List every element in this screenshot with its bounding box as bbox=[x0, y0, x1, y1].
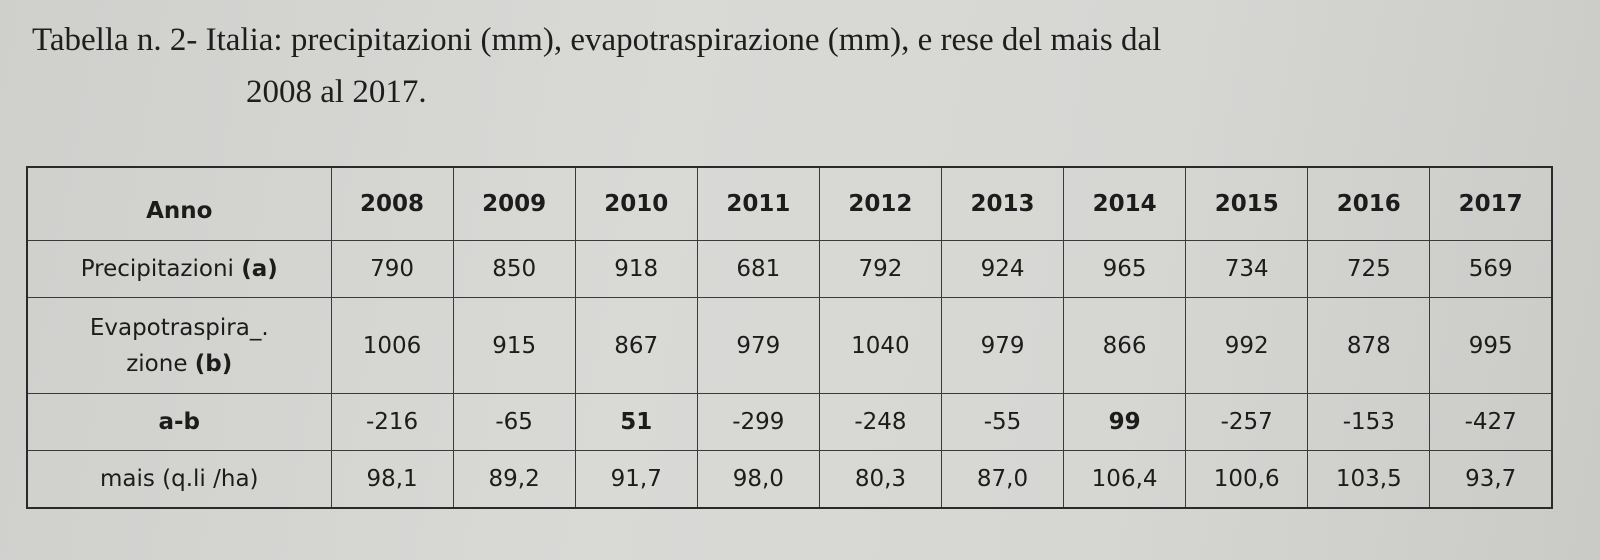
value-cell: 992 bbox=[1185, 297, 1309, 394]
year-cell: 2011 bbox=[696, 166, 820, 241]
row-label-cell: a-b bbox=[26, 393, 332, 451]
year-cell: 2017 bbox=[1429, 166, 1553, 241]
year-cell: 2013 bbox=[940, 166, 1065, 241]
table-row-a-minus-b: a-b -216 -65 51 -299 -248 -55 99 -257 -1… bbox=[26, 393, 1553, 451]
year-cell: 2016 bbox=[1307, 166, 1431, 241]
value-cell: 924 bbox=[940, 240, 1065, 298]
value-cell: 103,5 bbox=[1307, 450, 1431, 509]
value-cell: -299 bbox=[696, 393, 820, 451]
value-cell: 106,4 bbox=[1063, 450, 1187, 509]
year-cell: 2014 bbox=[1063, 166, 1187, 241]
header-label-cell: Anno bbox=[26, 166, 332, 241]
row-label-text: Precipitazioni bbox=[80, 256, 234, 282]
value-cell: 878 bbox=[1307, 297, 1431, 394]
value-cell: -427 bbox=[1429, 393, 1553, 451]
value-cell: 979 bbox=[940, 297, 1065, 394]
value-cell: 850 bbox=[452, 240, 576, 298]
value-cell-highlighted: 99 bbox=[1063, 393, 1187, 451]
value-cell: 915 bbox=[452, 297, 576, 394]
table-row-mais: mais (q.li /ha) 98,1 89,2 91,7 98,0 80,3… bbox=[26, 450, 1553, 509]
row-label-line-1: Evapotraspira_. bbox=[89, 314, 269, 341]
value-cell: 965 bbox=[1063, 240, 1187, 298]
value-cell: 725 bbox=[1307, 240, 1431, 298]
table-row-evapotraspirazione: Evapotraspira_. zione (b) 1006 915 867 9… bbox=[26, 297, 1553, 394]
year-cell: 2010 bbox=[574, 166, 698, 241]
value-cell: -55 bbox=[940, 393, 1065, 451]
value-cell: 918 bbox=[574, 240, 698, 298]
row-label-marker: (a) bbox=[241, 256, 278, 282]
year-cell: 2012 bbox=[818, 166, 942, 241]
value-cell: 790 bbox=[330, 240, 454, 298]
value-cell: 93,7 bbox=[1429, 450, 1553, 509]
value-cell-highlighted: 51 bbox=[574, 393, 698, 451]
value-cell: 1040 bbox=[818, 297, 942, 394]
value-cell: 87,0 bbox=[940, 450, 1065, 509]
value-cell: 100,6 bbox=[1185, 450, 1309, 509]
row-label-cell: mais (q.li /ha) bbox=[26, 450, 332, 509]
value-cell: -216 bbox=[330, 393, 454, 451]
caption-line-2: 2008 al 2017. bbox=[246, 74, 427, 110]
row-label-cell: Evapotraspira_. zione (b) bbox=[26, 297, 332, 394]
value-cell: 89,2 bbox=[452, 450, 576, 509]
value-cell: 867 bbox=[574, 297, 698, 394]
value-cell: 98,1 bbox=[330, 450, 454, 509]
table-caption: Tabella n. 2- Italia: precipitazioni (mm… bbox=[32, 14, 1552, 118]
value-cell: 80,3 bbox=[818, 450, 942, 509]
value-cell: 569 bbox=[1429, 240, 1553, 298]
year-cell: 2008 bbox=[330, 166, 454, 241]
row-label-text: zione bbox=[126, 350, 188, 377]
value-cell: -65 bbox=[452, 393, 576, 451]
header-row: Anno 2008 2009 2010 2011 2012 2013 2014 … bbox=[26, 166, 1553, 241]
value-cell: 91,7 bbox=[574, 450, 698, 509]
row-label-cell: Precipitazioni (a) bbox=[26, 240, 332, 298]
value-cell: 734 bbox=[1185, 240, 1309, 298]
value-cell: 98,0 bbox=[696, 450, 820, 509]
table-row-precipitazioni: Precipitazioni (a) 790 850 918 681 792 9… bbox=[26, 240, 1553, 298]
year-cell: 2015 bbox=[1185, 166, 1309, 241]
caption-line-1: Tabella n. 2- Italia: precipitazioni (mm… bbox=[32, 22, 1162, 58]
value-cell: -153 bbox=[1307, 393, 1431, 451]
value-cell: -248 bbox=[818, 393, 942, 451]
value-cell: 866 bbox=[1063, 297, 1187, 394]
value-cell: 979 bbox=[696, 297, 820, 394]
value-cell: 1006 bbox=[330, 297, 454, 394]
year-cell: 2009 bbox=[452, 166, 576, 241]
value-cell: 681 bbox=[696, 240, 820, 298]
data-table: Anno 2008 2009 2010 2011 2012 2013 2014 … bbox=[26, 166, 1553, 509]
value-cell: 995 bbox=[1429, 297, 1553, 394]
value-cell: -257 bbox=[1185, 393, 1309, 451]
value-cell: 792 bbox=[818, 240, 942, 298]
row-label-marker: (b) bbox=[194, 350, 233, 377]
